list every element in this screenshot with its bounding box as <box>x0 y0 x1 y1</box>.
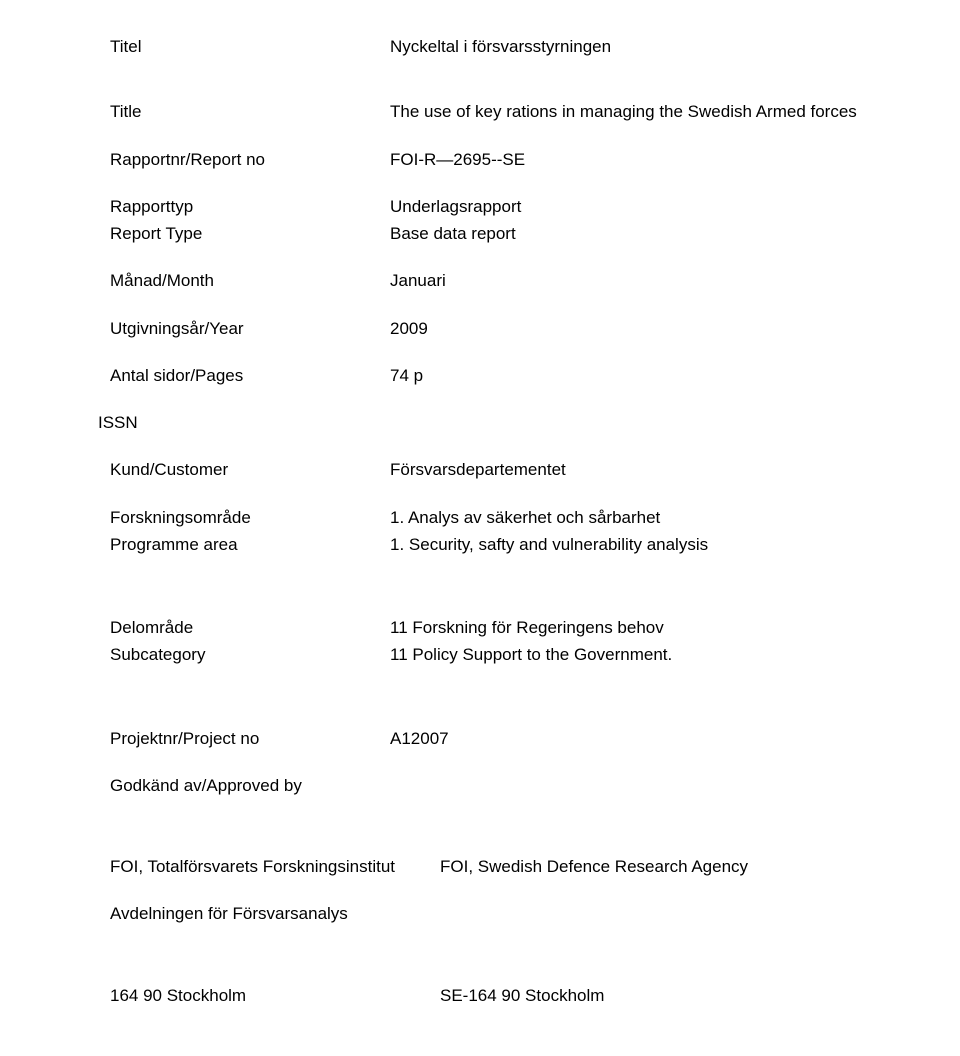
label-rapporttyp: Rapporttyp <box>110 196 390 217</box>
value-delomrade: 11 Forskning för Regeringens behov <box>390 617 876 638</box>
value-programme-area: 1. Security, safty and vulnerability ana… <box>390 534 876 555</box>
value-subcategory: 11 Policy Support to the Government. <box>390 644 876 665</box>
label-customer: Kund/Customer <box>110 459 390 480</box>
value-rapporttyp: Underlagsrapport <box>390 196 876 217</box>
label-report-type: Report Type <box>110 223 390 244</box>
label-delomrade: Delområde <box>110 617 390 638</box>
meta-row-issn: ISSN <box>110 412 876 433</box>
value-address: SE-164 90 Stockholm <box>440 985 876 1006</box>
label-org: FOI, Totalförsvarets Forskningsinstitut <box>110 856 440 877</box>
label-project-no: Projektnr/Project no <box>110 728 390 749</box>
label-year: Utgivningsår/Year <box>110 318 390 339</box>
value-pages: 74 p <box>390 365 876 386</box>
label-division: Avdelningen för Försvarsanalys <box>110 903 440 924</box>
meta-row-division: Avdelningen för Försvarsanalys <box>110 903 876 924</box>
meta-row-address: 164 90 Stockholm SE-164 90 Stockholm <box>110 985 876 1006</box>
label-issn: ISSN <box>98 412 378 433</box>
value-title: The use of key rations in managing the S… <box>390 101 876 122</box>
value-rapportnr: FOI-R—2695--SE <box>390 149 876 170</box>
value-titel: Nyckeltal i försvarsstyrningen <box>390 36 876 57</box>
label-address: 164 90 Stockholm <box>110 985 440 1006</box>
meta-row-pages: Antal sidor/Pages 74 p <box>110 365 876 386</box>
label-month: Månad/Month <box>110 270 390 291</box>
value-report-type: Base data report <box>390 223 876 244</box>
meta-row-rapporttyp: Rapporttyp Underlagsrapport <box>110 196 876 217</box>
value-org: FOI, Swedish Defence Research Agency <box>440 856 876 877</box>
meta-row-project-no: Projektnr/Project no A12007 <box>110 728 876 749</box>
meta-row-subcategory: Subcategory 11 Policy Support to the Gov… <box>110 644 876 665</box>
meta-row-programme-area: Programme area 1. Security, safty and vu… <box>110 534 876 555</box>
value-year: 2009 <box>390 318 876 339</box>
meta-row-titel: Titel Nyckeltal i försvarsstyrningen <box>110 36 876 57</box>
label-pages: Antal sidor/Pages <box>110 365 390 386</box>
label-rapportnr: Rapportnr/Report no <box>110 149 390 170</box>
meta-row-title: Title The use of key rations in managing… <box>110 101 876 122</box>
meta-row-rapportnr: Rapportnr/Report no FOI-R—2695--SE <box>110 149 876 170</box>
label-title: Title <box>110 101 390 122</box>
meta-row-month: Månad/Month Januari <box>110 270 876 291</box>
label-approved-by: Godkänd av/Approved by <box>110 775 390 796</box>
meta-row-forskningsomrade: Forskningsområde 1. Analys av säkerhet o… <box>110 507 876 528</box>
value-project-no: A12007 <box>390 728 876 749</box>
meta-row-report-type: Report Type Base data report <box>110 223 876 244</box>
meta-row-year: Utgivningsår/Year 2009 <box>110 318 876 339</box>
meta-row-delomrade: Delområde 11 Forskning för Regeringens b… <box>110 617 876 638</box>
label-programme-area: Programme area <box>110 534 390 555</box>
value-month: Januari <box>390 270 876 291</box>
value-forskningsomrade: 1. Analys av säkerhet och sårbarhet <box>390 507 876 528</box>
label-subcategory: Subcategory <box>110 644 390 665</box>
meta-row-customer: Kund/Customer Försvarsdepartementet <box>110 459 876 480</box>
label-titel: Titel <box>110 36 390 57</box>
meta-row-approved-by: Godkänd av/Approved by <box>110 775 876 796</box>
value-customer: Försvarsdepartementet <box>390 459 876 480</box>
label-forskningsomrade: Forskningsområde <box>110 507 390 528</box>
meta-row-org: FOI, Totalförsvarets Forskningsinstitut … <box>110 856 876 877</box>
